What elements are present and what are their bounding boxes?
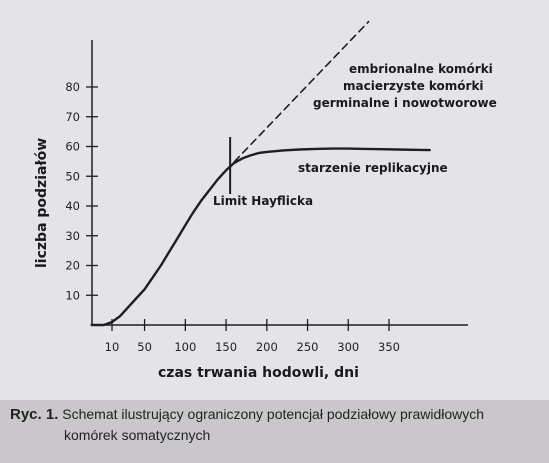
x-tick-label-100: 100: [174, 340, 196, 354]
caption-line-1: Schemat ilustrujący ograniczony potencja…: [62, 406, 485, 422]
x-tick-label-200: 200: [256, 340, 278, 354]
y-tick-label-60: 60: [65, 140, 80, 154]
x-tick-label-150: 150: [215, 340, 237, 354]
immortal-cells-dashed-line: [225, 20, 370, 172]
senescence-curve: [90, 147, 431, 327]
y-tick-label-30: 30: [65, 229, 80, 243]
senescence-label: starzenie replikacyjne: [298, 161, 448, 175]
y-tick-label-40: 40: [65, 199, 80, 213]
y-tick-label-10: 10: [65, 288, 80, 302]
caption-label: Ryc. 1.: [10, 406, 59, 423]
y-tick-label-50: 50: [65, 169, 80, 183]
y-tick-label-80: 80: [65, 80, 80, 94]
figure-caption: Ryc. 1. Schemat ilustrujący ograniczony …: [10, 404, 540, 445]
x-axis-title: czas trwania hodowli, dni: [158, 365, 359, 381]
x-tick-label-300: 300: [337, 340, 359, 354]
x-tick-label-10: 10: [105, 340, 120, 354]
ticks: 10 20 30 40 50 60 70 80 10 50 100 150 200 250 300 350: [65, 80, 400, 354]
y-axis-title: liczba podziałów: [34, 138, 50, 268]
stem-cell-label-line-3: germinalne i nowotworowe: [313, 96, 497, 110]
x-tick-label-350: 350: [378, 340, 400, 354]
series-lines: [90, 20, 431, 327]
hayflick-chart: 10 20 30 40 50 60 70 80 10 50 100 150 200 250 300 350 L…: [34, 20, 497, 381]
stem-cell-label-line-1: embrionalne komórki: [349, 62, 493, 76]
chart-panel: 10 20 30 40 50 60 70 80 10 50 100 150 200 250 300 350 L…: [0, 0, 549, 400]
x-tick-label-250: 250: [297, 340, 319, 354]
limit-hayflick-label: Limit Hayflicka: [213, 194, 313, 208]
stem-cell-label-line-2: macierzyste komórki: [343, 79, 484, 93]
caption-line-2: komórek somatycznych: [64, 427, 211, 443]
axes: [91, 40, 468, 326]
y-tick-label-70: 70: [65, 110, 80, 124]
y-tick-label-20: 20: [65, 259, 80, 273]
x-tick-label-50: 50: [137, 340, 152, 354]
